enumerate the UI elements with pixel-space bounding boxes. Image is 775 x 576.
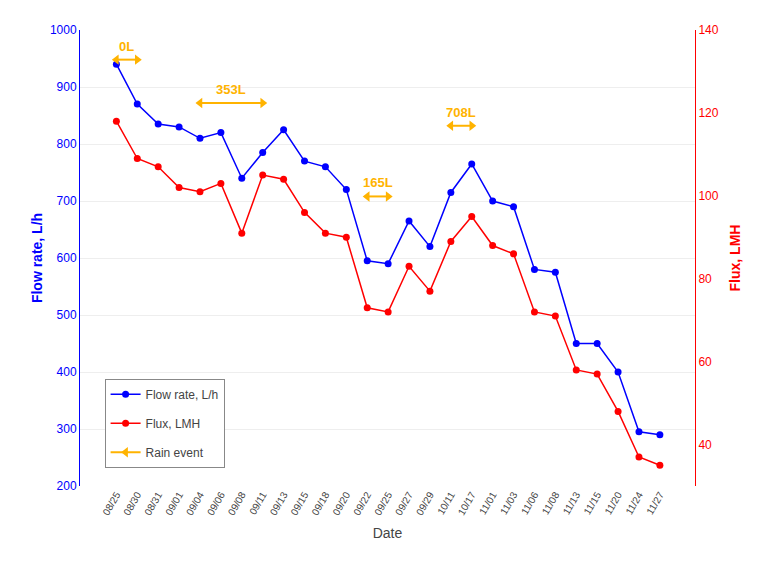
svg-text:40: 40 [698, 438, 712, 452]
svg-text:120: 120 [698, 106, 718, 120]
svg-text:09/27: 09/27 [393, 490, 415, 518]
svg-text:08/25: 08/25 [100, 490, 122, 518]
svg-text:353L: 353L [216, 82, 246, 97]
svg-text:11/27: 11/27 [644, 490, 666, 517]
svg-text:165L: 165L [363, 175, 393, 190]
svg-text:09/18: 09/18 [309, 490, 331, 518]
svg-text:1000: 1000 [50, 23, 77, 37]
svg-text:08/30: 08/30 [121, 490, 143, 518]
svg-text:11/08: 11/08 [540, 490, 562, 517]
svg-text:100: 100 [698, 189, 718, 203]
svg-text:09/06: 09/06 [205, 490, 227, 518]
svg-text:11/15: 11/15 [582, 490, 604, 517]
svg-text:10/11: 10/11 [435, 490, 457, 517]
svg-text:10/17: 10/17 [456, 490, 478, 518]
svg-text:800: 800 [57, 137, 77, 151]
svg-text:0L: 0L [119, 39, 134, 54]
svg-text:08/31: 08/31 [142, 490, 164, 518]
svg-text:09/22: 09/22 [351, 490, 373, 518]
svg-text:11/01: 11/01 [477, 490, 499, 517]
svg-text:09/13: 09/13 [268, 490, 290, 518]
svg-text:80: 80 [698, 272, 712, 286]
svg-text:708L: 708L [446, 105, 476, 120]
svg-text:09/08: 09/08 [226, 490, 248, 518]
svg-text:Flow rate, L/h: Flow rate, L/h [146, 388, 219, 402]
svg-text:09/11: 09/11 [247, 490, 269, 517]
svg-text:700: 700 [57, 194, 77, 208]
svg-text:09/04: 09/04 [184, 490, 206, 518]
svg-text:600: 600 [57, 251, 77, 265]
svg-text:500: 500 [57, 308, 77, 322]
svg-text:900: 900 [57, 80, 77, 94]
svg-text:11/13: 11/13 [561, 490, 583, 517]
svg-text:Flux, LMH: Flux, LMH [727, 225, 743, 292]
svg-text:Flow rate, L/h: Flow rate, L/h [29, 213, 45, 303]
svg-text:11/20: 11/20 [602, 490, 624, 517]
svg-text:11/03: 11/03 [498, 490, 520, 517]
svg-text:11/24: 11/24 [623, 490, 645, 517]
svg-text:Rain event: Rain event [146, 446, 204, 460]
svg-text:60: 60 [698, 355, 712, 369]
svg-text:300: 300 [57, 422, 77, 436]
svg-text:140: 140 [698, 23, 718, 37]
svg-text:09/01: 09/01 [163, 490, 185, 518]
svg-text:09/29: 09/29 [414, 490, 436, 518]
svg-text:Flux, LMH: Flux, LMH [146, 417, 201, 431]
svg-text:11/06: 11/06 [519, 490, 541, 517]
svg-text:400: 400 [57, 365, 77, 379]
svg-text:Date: Date [373, 525, 403, 541]
svg-text:09/15: 09/15 [289, 490, 311, 518]
svg-text:200: 200 [57, 479, 77, 493]
svg-text:09/25: 09/25 [372, 490, 394, 518]
svg-text:09/20: 09/20 [330, 490, 352, 518]
